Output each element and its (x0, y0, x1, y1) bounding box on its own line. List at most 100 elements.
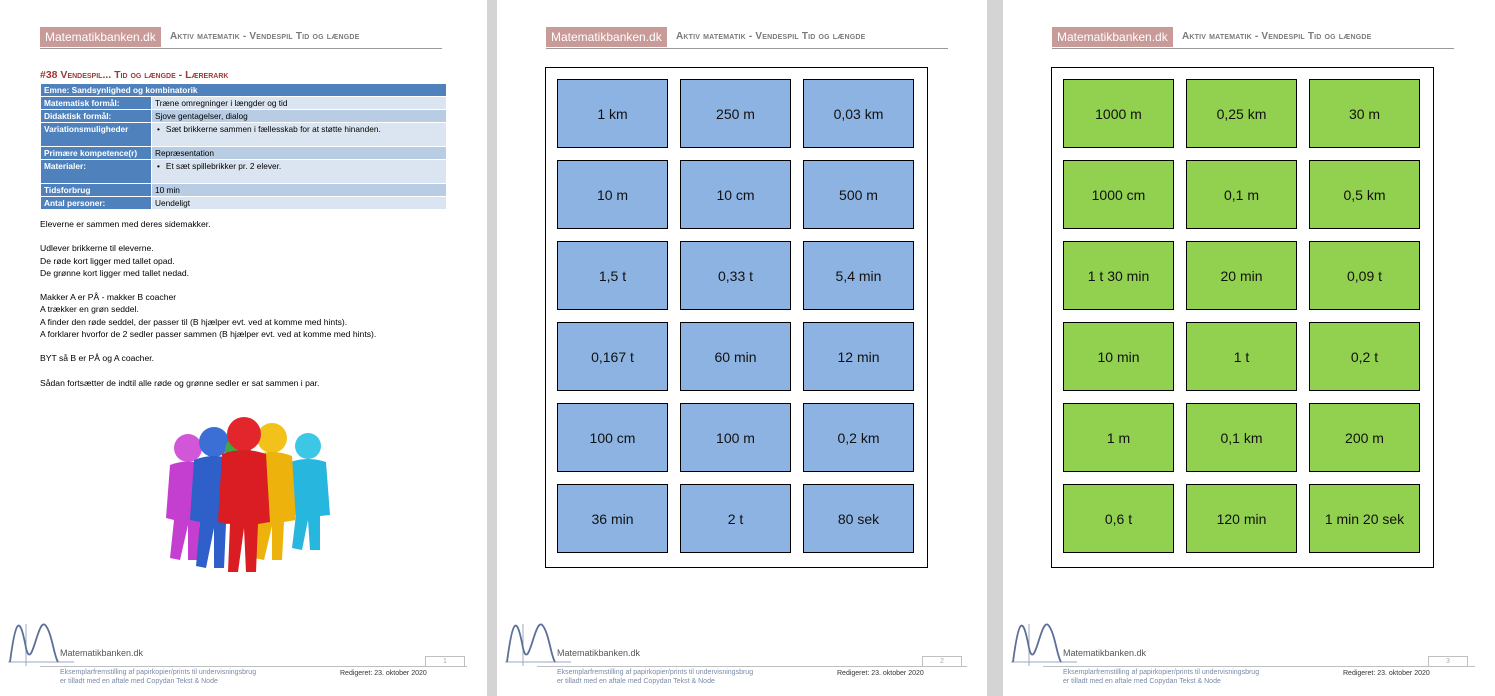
game-card: 1 min 20 sek (1309, 484, 1420, 553)
table-heading: Emne: Sandsynlighed og kombinatorik (40, 83, 447, 97)
row-value: 10 min (151, 183, 447, 197)
game-card: 20 min (1186, 241, 1297, 310)
table-row: Antal personer: Uendeligt (40, 196, 447, 210)
copyright-line: Eksemplarfremstilling af papirkopier/pri… (60, 669, 257, 676)
card-value: 1 m (1106, 429, 1131, 446)
game-card: 2 t (680, 484, 791, 553)
card-value: 200 m (1345, 429, 1384, 446)
footer-copyright: Eksemplarfremstilling af papirkopier/pri… (1063, 669, 1259, 686)
card-value: 0,2 t (1350, 348, 1379, 365)
game-card: 5,4 min (803, 241, 914, 310)
card-value: 0,03 km (833, 105, 884, 122)
header-title: Aktiv matematik - Vendespil Tid og længd… (170, 31, 360, 42)
blue-card-grid: 1 km 250 m 0,03 km 10 m 10 cm 500 m 1,5 t 0,33 … (545, 67, 928, 568)
footer-divider (40, 666, 467, 667)
game-card: 1000 m (1063, 79, 1174, 148)
card-value: 60 min (714, 348, 757, 365)
card-value: 10 cm (716, 186, 755, 203)
game-card: 0,167 t (557, 322, 668, 391)
card-value: 0,2 km (837, 429, 880, 446)
footer-copyright: Eksemplarfremstilling af papirkopier/pri… (60, 669, 256, 686)
game-card: 0,1 km (1186, 403, 1297, 472)
page-header: Matematikbanken.dk Aktiv matematik - Ven… (40, 27, 442, 49)
copyright-line: er tilladt med en aftale med Copydan Tek… (557, 677, 715, 685)
card-value: 0,1 m (1223, 186, 1259, 203)
function-curve-logo-icon (505, 623, 571, 666)
text-line: De røde kort ligger med tallet opad. (40, 255, 175, 266)
game-card: 1,5 t (557, 241, 668, 310)
table-row: Variationsmuligheder Sæt brikkerne sammen… (40, 122, 447, 147)
game-card: 0,2 km (803, 403, 914, 472)
game-card: 1000 cm (1063, 160, 1174, 229)
game-card: 100 m (680, 403, 791, 472)
instructions-text: Eleverne er sammen med deres sidemakker.… (40, 218, 376, 401)
text-line: De grønne kort ligger med tallet nedad. (40, 267, 190, 278)
copyright-line: er tilladt med en aftale med Copydan Tek… (60, 677, 218, 685)
row-value: Sjove gentagelser, dialog (151, 109, 447, 123)
row-value: Sæt brikkerne sammen i fællesskab for at… (165, 124, 381, 134)
game-card: 1 m (1063, 403, 1174, 472)
game-card: 100 cm (557, 403, 668, 472)
row-label: Tidsforbrug (40, 183, 152, 197)
game-card: 30 m (1309, 79, 1420, 148)
table-row: Tidsforbrug 10 min (40, 183, 447, 197)
card-value: 36 min (591, 510, 634, 527)
card-value: 1000 m (1095, 105, 1142, 122)
row-value: Træne omregninger i længder og tid (151, 96, 447, 110)
copyright-line: er tilladt med en aftale med Copydan Tek… (1063, 677, 1221, 685)
card-value: 0,1 km (1220, 429, 1263, 446)
card-value: 100 cm (589, 429, 636, 446)
row-label: Antal personer: (40, 196, 152, 210)
page-footer: Matematikbanken.dk 1 Eksemplarfremstilli… (0, 620, 487, 696)
function-curve-logo-icon (1011, 623, 1077, 666)
game-card: 500 m (803, 160, 914, 229)
game-card: 0,25 km (1186, 79, 1297, 148)
game-card: 0,6 t (1063, 484, 1174, 553)
table-row: Didaktisk formål: Sjove gentagelser, dial… (40, 109, 447, 123)
copyright-line: Eksemplarfremstilling af papirkopier/pri… (1063, 669, 1260, 676)
document-title: #38 Vendespil... Tid og længde - Lærerar… (40, 69, 229, 81)
footer-site: Matematikbanken.dk (60, 648, 144, 658)
card-value: 10 m (596, 186, 629, 203)
game-card: 0,2 t (1309, 322, 1420, 391)
card-value: 30 m (1348, 105, 1381, 122)
page-number: 3 (1428, 656, 1468, 667)
card-value: 1 t 30 min (1087, 267, 1150, 284)
card-value: 0,6 t (1104, 510, 1133, 527)
document-page-1: Matematikbanken.dk Aktiv matematik - Ven… (0, 0, 487, 696)
footer-edited-date: Redigeret: 23. oktober 2020 (1343, 670, 1430, 677)
card-value: 1 km (597, 105, 628, 122)
brand-label: Matematikbanken.dk (40, 27, 161, 47)
game-card: 0,09 t (1309, 241, 1420, 310)
document-page-2: Matematikbanken.dk Aktiv matematik - Ven… (497, 0, 987, 696)
row-value: Uendeligt (151, 196, 447, 210)
text-line: A forklarer hvorfor de 2 sedler passer s… (40, 328, 377, 339)
game-card: 250 m (680, 79, 791, 148)
row-label: Didaktisk formål: (40, 109, 152, 123)
card-value: 1000 cm (1091, 186, 1146, 203)
card-value: 1 t (1233, 348, 1250, 365)
text-line: A finder den røde seddel, der passer til… (40, 316, 348, 327)
card-value: 2 t (727, 510, 744, 527)
footer-edited-date: Redigeret: 23. oktober 2020 (837, 670, 924, 677)
card-value: 100 m (716, 429, 755, 446)
footer-site: Matematikbanken.dk (1063, 648, 1147, 658)
game-card: 60 min (680, 322, 791, 391)
header-title: Aktiv matematik - Vendespil Tid og længd… (1182, 31, 1372, 42)
card-value: 5,4 min (835, 267, 882, 284)
function-curve-logo-icon (8, 623, 74, 666)
page-number: 1 (425, 656, 465, 667)
table-row: Matematisk formål: Træne omregninger i læ… (40, 96, 447, 110)
card-value: 0,167 t (591, 348, 634, 365)
page-footer: Matematikbanken.dk 3 Eksemplarfremstilli… (1003, 620, 1495, 696)
card-value: 1,5 t (598, 267, 627, 284)
card-value: 250 m (716, 105, 755, 122)
page-header: Matematikbanken.dk Aktiv matematik - Ven… (1052, 27, 1454, 49)
row-value: Repræsentation (151, 146, 447, 160)
footer-edited-date: Redigeret: 23. oktober 2020 (340, 670, 427, 677)
table-row: Primære kompetence(r) Repræsentation (40, 146, 447, 160)
info-table: Emne: Sandsynlighed og kombinatorik Mate… (40, 83, 447, 210)
brand-label: Matematikbanken.dk (546, 27, 667, 47)
card-value: 20 min (1220, 267, 1263, 284)
game-card: 36 min (557, 484, 668, 553)
